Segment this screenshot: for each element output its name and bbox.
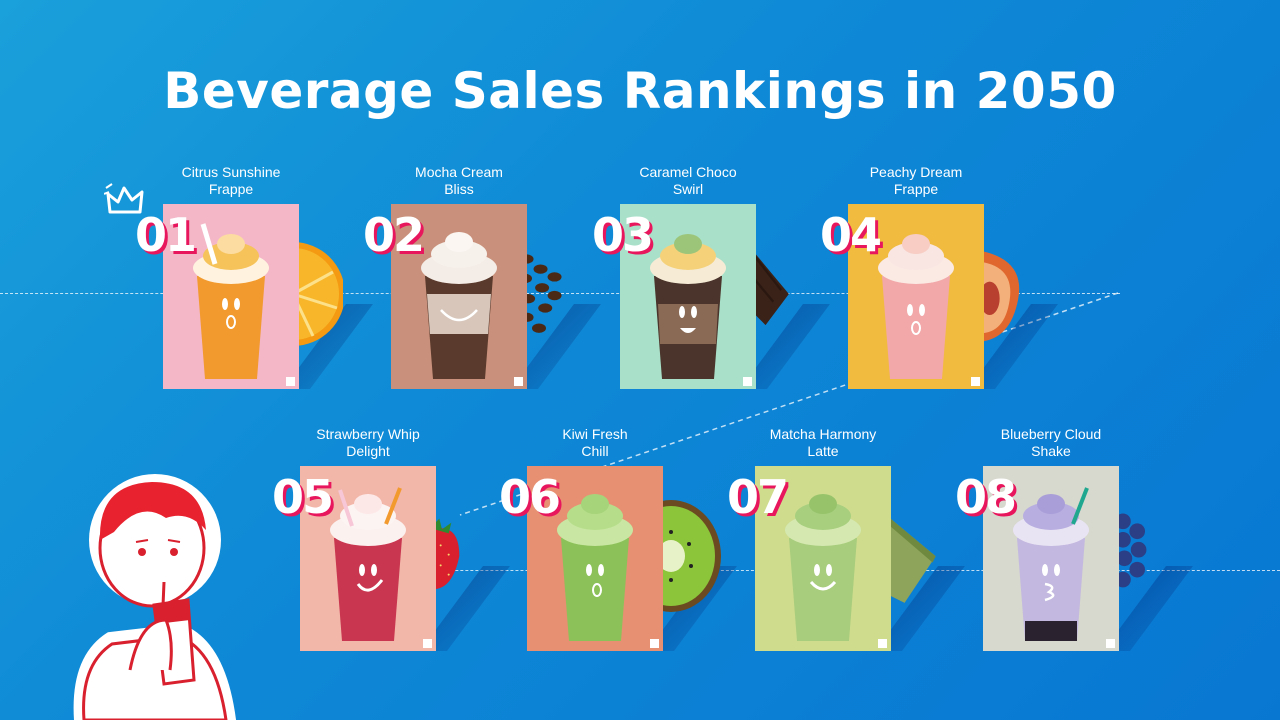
card-corner-mark	[743, 377, 752, 386]
drink-name: Blueberry Cloud Shake	[963, 426, 1139, 460]
drink-photo	[527, 466, 663, 651]
rank-number: 06	[499, 470, 561, 524]
drink-name: Kiwi Fresh Chill	[507, 426, 683, 460]
drink-name: Mocha Cream Bliss	[371, 164, 547, 198]
drink-name: Caramel Choco Swirl	[600, 164, 776, 198]
rank-number: 01	[135, 208, 197, 262]
card-corner-mark	[878, 639, 887, 648]
drink-name-line1: Peachy Dream	[869, 164, 963, 180]
ranking-card-07[interactable]: 07 Matcha Harmony Latte	[727, 426, 965, 651]
ranking-card-08[interactable]: 08 Blueberry Cloud Shake	[955, 426, 1193, 651]
drink-photo	[848, 204, 984, 389]
rank-number: 08	[955, 470, 1017, 524]
card-corner-mark	[514, 377, 523, 386]
drink-photo	[755, 466, 891, 651]
drink-name-line2: Latte	[807, 443, 839, 459]
drink-photo	[163, 204, 299, 389]
slide-title: Beverage Sales Rankings in 2050	[163, 62, 1117, 120]
crown-icon	[104, 183, 144, 214]
drink-name-line1: Citrus Sunshine	[181, 164, 281, 180]
card-corner-mark	[650, 639, 659, 648]
ranking-card-06[interactable]: 06 Kiwi Fresh Chill	[499, 426, 737, 651]
drink-photo	[300, 466, 436, 651]
drink-name-line2: Swirl	[672, 181, 704, 197]
drink-name-line2: Bliss	[444, 181, 474, 197]
card-corner-mark	[423, 639, 432, 648]
ranking-card-04[interactable]: 04 Peachy Dream Frappe	[820, 164, 1058, 389]
drink-name-line2: Frappe	[208, 181, 254, 197]
drink-name-line1: Caramel Choco	[639, 164, 737, 180]
drink-name-line1: Blueberry Cloud	[1000, 426, 1102, 442]
drink-name-line2: Shake	[1031, 443, 1071, 459]
rank-number: 03	[592, 208, 654, 262]
drink-photo	[983, 466, 1119, 651]
drink-name-line1: Strawberry Whip	[316, 426, 420, 442]
drink-name-line2: Delight	[346, 443, 390, 459]
matcha-powder-icon	[889, 517, 936, 603]
rank-number: 05	[272, 470, 334, 524]
rank-number: 02	[363, 208, 425, 262]
drink-name: Strawberry Whip Delight	[280, 426, 456, 460]
rank-number: 07	[727, 470, 789, 524]
drink-name: Matcha Harmony Latte	[735, 426, 911, 460]
drink-name: Citrus Sunshine Frappe	[143, 164, 319, 198]
drink-name-line1: Mocha Cream	[415, 164, 503, 180]
peach-icon	[976, 250, 1020, 342]
blueberries-icon	[1115, 513, 1147, 588]
strawberry-icon	[430, 518, 460, 590]
rank-number: 04	[820, 208, 882, 262]
drink-name-line2: Frappe	[893, 181, 939, 197]
card-corner-mark	[286, 377, 295, 386]
drink-name-line2: Chill	[581, 443, 609, 459]
drink-name-line1: Matcha Harmony	[769, 426, 877, 442]
card-corner-mark	[1106, 639, 1115, 648]
drink-name: Peachy Dream Frappe	[828, 164, 1004, 198]
ranking-card-03[interactable]: 03 Caramel Choco Swirl	[592, 164, 830, 389]
boy-drinking-illustration	[73, 474, 237, 720]
card-corner-mark	[971, 377, 980, 386]
ranking-card-01[interactable]: 01 Citrus Sunshine Frappe	[135, 164, 373, 389]
ranking-card-05[interactable]: 05 Strawberry Whip Delight	[272, 426, 510, 651]
drink-photo	[391, 204, 527, 389]
ranking-card-02[interactable]: 02 Mocha Cream Bliss	[363, 164, 601, 389]
drink-name-line1: Kiwi Fresh	[562, 426, 628, 442]
drink-photo	[620, 204, 756, 389]
chocolate-icon	[750, 247, 789, 326]
